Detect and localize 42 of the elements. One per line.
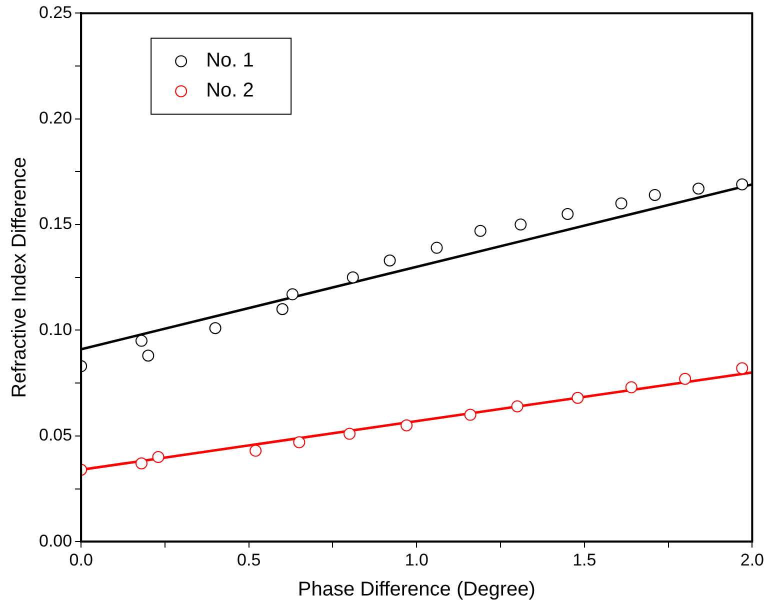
point xyxy=(464,408,476,421)
y-tick-label: 0.20 xyxy=(38,108,72,128)
point xyxy=(135,334,148,347)
y-tick-label: 0.15 xyxy=(38,214,72,234)
point xyxy=(293,436,306,448)
point xyxy=(514,218,527,231)
point xyxy=(692,182,704,195)
point xyxy=(648,188,661,201)
y-tick-label: 0.10 xyxy=(38,320,72,339)
point xyxy=(736,362,748,374)
point xyxy=(209,322,222,334)
x-tick-label: 0.5 xyxy=(237,550,261,570)
point xyxy=(152,451,164,464)
legend-label: No. 2 xyxy=(206,80,254,102)
x-tick-label: 1.5 xyxy=(572,550,596,570)
point xyxy=(135,457,148,470)
point xyxy=(276,303,288,316)
point xyxy=(286,288,298,300)
point xyxy=(511,400,524,412)
legend-label: No. 1 xyxy=(206,50,254,72)
y-tick-label: 0.05 xyxy=(38,426,72,445)
y-axis-title: Refractive Index Difference xyxy=(8,156,31,398)
point xyxy=(430,242,443,254)
point xyxy=(250,444,262,457)
x-tick-label: 0.0 xyxy=(69,550,93,570)
y-tick-label: 0.00 xyxy=(38,531,72,550)
point xyxy=(474,224,486,237)
point xyxy=(344,428,356,440)
point xyxy=(615,197,628,210)
point xyxy=(400,419,413,432)
point xyxy=(625,381,638,394)
point xyxy=(142,350,154,362)
y-tick-label: 0.25 xyxy=(38,2,72,22)
x-tick-label: 1.0 xyxy=(404,550,428,570)
point xyxy=(346,271,359,284)
point xyxy=(679,372,692,385)
x-axis-title: Phase Difference (Degree) xyxy=(298,578,536,601)
point xyxy=(562,208,574,220)
x-tick-label: 2.0 xyxy=(740,550,764,570)
point xyxy=(572,392,584,404)
point xyxy=(736,178,748,190)
point xyxy=(384,254,396,266)
